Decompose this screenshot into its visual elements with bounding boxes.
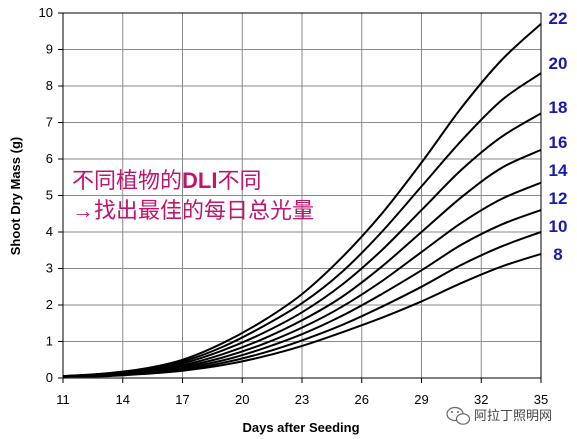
x-tick-label: 17 [175,392,189,407]
y-axis-title: Shoot Dry Mass (g) [8,137,23,255]
series-labels: 22 20 18 16 14 12 10 8 [549,9,568,264]
x-tick-label: 20 [235,392,249,407]
x-tick-label: 11 [56,392,70,407]
x-tick-label: 14 [116,392,130,407]
annotation-line-2: →找出最佳的每日总光量 [72,198,314,223]
y-tick-label: 8 [46,78,53,93]
y-tick-label: 10 [39,5,53,20]
series-label-dli-8: 8 [553,245,562,264]
series-label-dli-18: 18 [549,98,568,117]
x-tick-label: 26 [355,392,369,407]
axes [58,12,542,383]
x-tick-labels: 11 14 17 20 23 26 29 32 35 [56,392,548,407]
plot-frame [62,12,542,379]
y-tick-label: 9 [46,42,53,57]
y-tick-label: 6 [46,151,53,166]
annotation-line-1-bold: DLI [182,168,217,193]
y-tick-label: 0 [46,370,53,385]
series-label-dli-12: 12 [549,189,568,208]
wechat-icon [446,406,471,425]
x-tick-label: 35 [534,392,548,407]
series-label-dli-20: 20 [549,54,568,73]
y-tick-label: 5 [46,188,53,203]
y-tick-labels: 0 1 2 3 4 5 6 7 8 9 10 [39,5,53,385]
x-tick-label: 32 [474,392,488,407]
watermark: 阿拉丁照明网 [446,406,552,425]
y-tick-label: 1 [46,334,53,349]
series-label-dli-16: 16 [549,133,568,152]
series-label-dli-22: 22 [549,9,568,28]
x-axis-title: Days after Seeding [242,420,359,435]
x-tick-label: 23 [295,392,309,407]
y-tick-label: 2 [46,297,53,312]
annotation-line-1: 不同植物的DLI不同 [72,168,261,193]
y-tick-label: 4 [46,224,53,239]
series-label-dli-14: 14 [549,161,568,180]
watermark-text: 阿拉丁照明网 [474,409,552,424]
y-tick-label: 3 [46,261,53,276]
annotation-line-1-prefix: 不同植物的 [72,168,182,193]
series-line-dli-8 [62,252,542,378]
annotation-line-1-suffix: 不同 [217,168,261,193]
series-lines [62,23,542,378]
y-tick-label: 7 [46,115,53,130]
series-label-dli-10: 10 [549,217,568,236]
x-tick-label: 29 [414,392,428,407]
